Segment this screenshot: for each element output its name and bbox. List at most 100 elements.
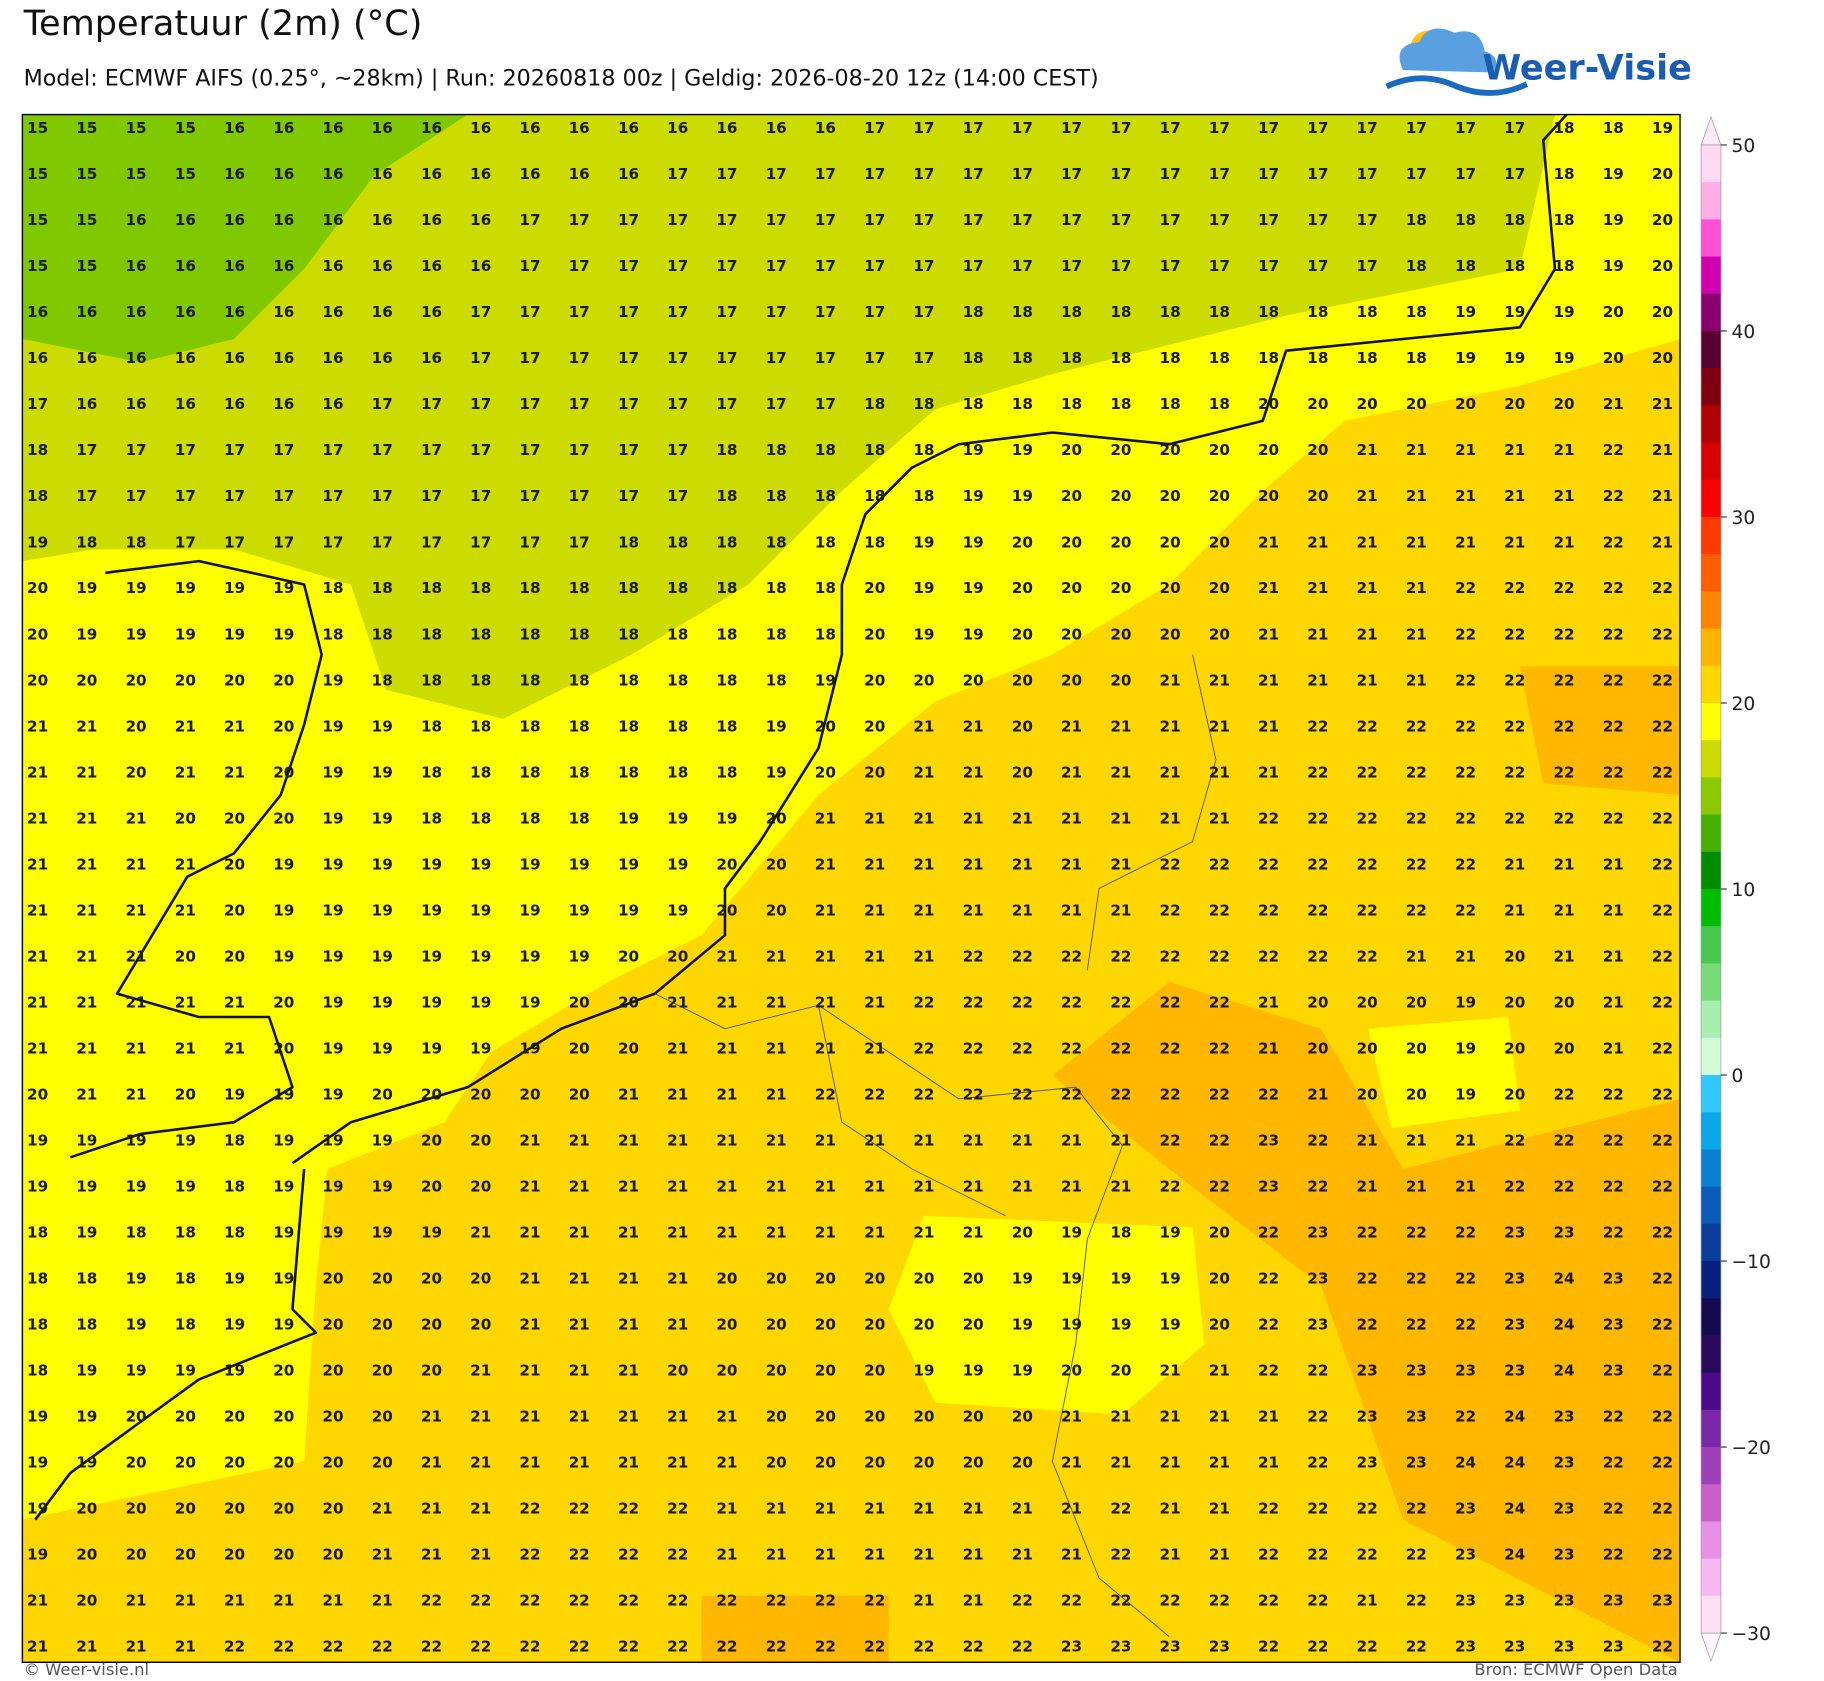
- temperature-value: 22: [1406, 1546, 1427, 1564]
- temperature-value: 15: [125, 165, 146, 183]
- temperature-value: 22: [1406, 1269, 1427, 1287]
- temperature-value: 18: [618, 579, 639, 597]
- temperature-value: 22: [1652, 717, 1673, 735]
- temperature-value: 17: [1209, 257, 1230, 275]
- temperature-value: 19: [322, 993, 343, 1011]
- temperature-value: 22: [1455, 579, 1476, 597]
- temperature-value: 20: [1160, 625, 1181, 643]
- temperature-value: 21: [1603, 947, 1624, 965]
- temperature-value: 21: [1258, 1453, 1279, 1471]
- temperature-value: 17: [1012, 165, 1033, 183]
- temperature-value: 19: [618, 809, 639, 827]
- temperature-value: 17: [569, 487, 590, 505]
- temperature-value: 20: [125, 717, 146, 735]
- temperature-value: 17: [1357, 257, 1378, 275]
- temperature-value: 22: [1307, 1592, 1328, 1610]
- temperature-value: 22: [667, 1638, 688, 1656]
- temperature-value: 18: [76, 1316, 97, 1334]
- temperature-value: 23: [1553, 1453, 1574, 1471]
- temperature-value: 21: [815, 1131, 836, 1149]
- temperature-value: 23: [1603, 1592, 1624, 1610]
- temperature-value: 21: [1061, 1131, 1082, 1149]
- temperature-value: 17: [224, 441, 245, 459]
- temperature-value: 20: [963, 1316, 984, 1334]
- temperature-value: 21: [1012, 1131, 1033, 1149]
- temperature-value: 19: [519, 947, 540, 965]
- colorbar-segment: [1701, 703, 1721, 741]
- temperature-value: 19: [667, 855, 688, 873]
- temperature-value: 22: [1603, 533, 1624, 551]
- temperature-value: 20: [569, 993, 590, 1011]
- temperature-value: 22: [1209, 1085, 1230, 1103]
- temperature-value: 22: [1307, 1500, 1328, 1518]
- temperature-value: 17: [569, 211, 590, 229]
- temperature-value: 21: [1357, 671, 1378, 689]
- temperature-value: 19: [175, 579, 196, 597]
- temperature-value: 22: [815, 1638, 836, 1656]
- temperature-value: 19: [372, 763, 393, 781]
- colorbar-segment: [1701, 889, 1721, 927]
- temperature-value: 19: [618, 855, 639, 873]
- temperature-value: 21: [125, 809, 146, 827]
- temperature-value: 18: [815, 625, 836, 643]
- temperature-value: 22: [1603, 1500, 1624, 1518]
- temperature-value: 20: [1061, 1361, 1082, 1379]
- colorbar-segment: [1701, 628, 1721, 667]
- temperature-value: 20: [1357, 1039, 1378, 1057]
- temperature-value: 22: [1307, 1177, 1328, 1195]
- temperature-value: 17: [716, 211, 737, 229]
- temperature-value: 17: [1209, 165, 1230, 183]
- temperature-value: 20: [224, 1500, 245, 1518]
- temperature-value: 18: [766, 671, 787, 689]
- temperature-value: 18: [815, 487, 836, 505]
- temperature-value: 22: [1258, 901, 1279, 919]
- temperature-value: 19: [519, 855, 540, 873]
- temperature-value: 22: [1307, 1408, 1328, 1426]
- temperature-value: 20: [470, 1316, 491, 1334]
- temperature-value: 22: [1209, 1177, 1230, 1195]
- temperature-value: 17: [470, 303, 491, 321]
- temperature-value: 20: [864, 579, 885, 597]
- temperature-value: 20: [1061, 487, 1082, 505]
- temperature-value: 19: [1012, 1269, 1033, 1287]
- temperature-value: 20: [1012, 763, 1033, 781]
- coastline: [69, 559, 323, 1159]
- temperature-value: 22: [470, 1592, 491, 1610]
- temperature-value: 19: [470, 947, 491, 965]
- temperature-value: 24: [1553, 1316, 1574, 1334]
- temperature-value: 21: [1603, 855, 1624, 873]
- temperature-value: 22: [1504, 717, 1525, 735]
- temperature-value: 20: [667, 947, 688, 965]
- temperature-value: 21: [421, 1408, 442, 1426]
- temperature-value: 21: [716, 993, 737, 1011]
- temperature-value: 21: [766, 1177, 787, 1195]
- temperature-value: 19: [815, 671, 836, 689]
- temperature-value: 21: [421, 1453, 442, 1471]
- temperature-value: 18: [1110, 395, 1131, 413]
- temperature-value: 19: [421, 901, 442, 919]
- temperature-value: 21: [618, 1131, 639, 1149]
- colorbar-segment: [1701, 293, 1721, 332]
- temperature-value: 22: [1553, 1085, 1574, 1103]
- temperature-value: 22: [1652, 1453, 1673, 1471]
- temperature-value: 19: [372, 947, 393, 965]
- temperature-value: 21: [1357, 441, 1378, 459]
- temperature-value: 20: [1307, 395, 1328, 413]
- temperature-value: 19: [224, 1269, 245, 1287]
- temperature-value: 23: [1406, 1408, 1427, 1426]
- temperature-value: 20: [1406, 395, 1427, 413]
- colorbar-segment: [1701, 1372, 1721, 1411]
- temperature-value: 20: [224, 1546, 245, 1564]
- temperature-value: 21: [1110, 717, 1131, 735]
- temperature-value: 22: [1652, 1638, 1673, 1656]
- temperature-value: 23: [1652, 1592, 1673, 1610]
- temperature-value: 21: [913, 947, 934, 965]
- temperature-value: 17: [1455, 119, 1476, 137]
- temperature-value: 19: [273, 1131, 294, 1149]
- temperature-value: 15: [125, 119, 146, 137]
- temperature-value: 21: [1061, 1453, 1082, 1471]
- temperature-value: 17: [716, 303, 737, 321]
- temperature-value: 17: [1110, 211, 1131, 229]
- temperature-value: 20: [76, 1500, 97, 1518]
